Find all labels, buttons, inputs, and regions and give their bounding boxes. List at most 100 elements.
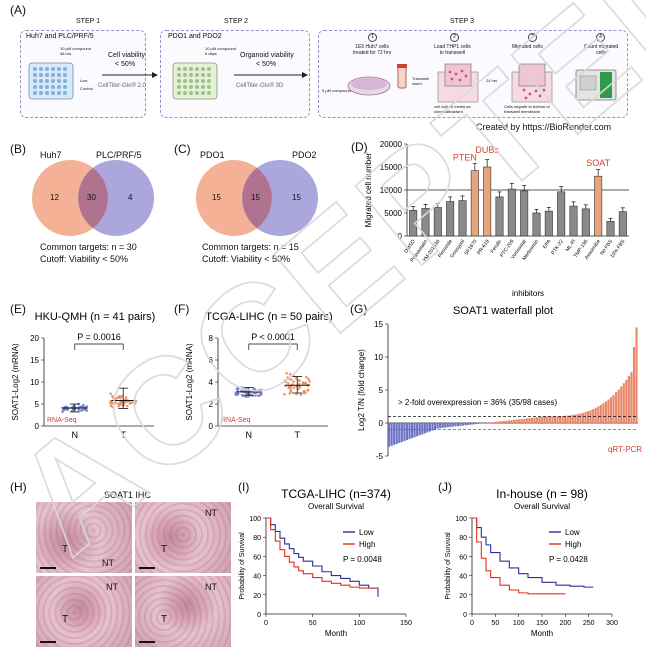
waterfall-bar [525,418,528,423]
data-point [285,371,288,375]
waterfall-bar [472,423,475,425]
data-point [109,392,113,395]
legend-label-low: Low [565,528,580,537]
waterfall-bar [459,423,462,426]
ihc-normal-label: NT [102,558,114,568]
step1-well-plate-icon [28,62,74,100]
x-category-label: N [72,430,79,440]
waterfall-bar [518,419,521,423]
biorender-credit[interactable]: Created by https://BioRender.com [476,122,612,132]
y-tick-label: 20000 [380,140,403,149]
y-tick-label: 15000 [380,163,403,172]
data-point [118,396,122,400]
waterfall-bar [502,420,505,423]
bar [606,220,615,237]
x-axis-label: Month [531,629,553,638]
venn-b-note1: Common targets: n = 30 [40,242,137,252]
y-tick-label: 40 [253,574,261,581]
venn-b-right-only: 4 [128,193,133,202]
chart-title: HKU-QMH (n = 41 pairs) [35,311,156,323]
x-category-label: T [120,430,126,440]
waterfall-bar [497,421,500,423]
migrated-well-icon [511,63,553,103]
waterfall-bar [541,416,544,423]
p-value: P = 0.0428 [549,555,588,564]
transwell-icon [437,63,479,103]
bar-annotation: SOAT [586,158,610,168]
waterfall-bar [446,423,449,428]
step1-title: STEP 1 [76,18,100,25]
waterfall-bar [617,389,620,423]
y-tick-label: 0 [209,422,214,431]
y-tick-label: 100 [455,516,467,523]
data-point [66,408,69,412]
venn-b-note2: Cutoff: Viability < 50% [40,254,128,264]
data-point [297,387,300,391]
data-point [64,405,68,408]
chart-e-hku-scatter: HKU-QMH (n = 41 pairs) 0 5 10 15 20 SOAT1-Log2… [11,311,156,440]
waterfall-bar [535,417,539,423]
y-axis-label: SOAT1-Log2 (mRNA) [11,343,20,421]
waterfall-bar [609,397,613,423]
ihc-scale-bar [139,567,155,569]
y-tick-label: 0 [35,422,40,431]
step1-arrow-icon [102,72,158,78]
step1-arrow-title: Cell viability [108,52,145,59]
step3-s2-media: cell culture media as chemoattractant [434,104,471,114]
data-point [287,385,291,389]
step3-s1-text: 1E5 Huh7 cells treated for 72 hrs [353,44,392,56]
data-point [292,380,295,383]
step1-legend-control: Control [80,86,93,91]
x-tick-label: 0 [264,620,268,627]
ihc-tumor-label: T [62,544,69,555]
data-point [237,386,240,390]
chart-subtitle: Overall Survival [514,502,570,511]
x-axis-label: Month [325,629,347,638]
step3-s3-note: Cells migrate to bottom of transwell mem… [504,104,550,114]
data-point [289,387,292,391]
waterfall-bar [400,423,403,442]
step1-legend-low: Low [80,78,88,83]
waterfall-bar [520,418,523,423]
data-point [112,396,115,400]
bar [581,208,590,237]
step3-s4-text: Count migrated cells [584,44,619,56]
data-point [306,388,310,392]
x-tick-label: 50 [491,620,499,627]
panel-g-label: (G) [350,302,368,316]
cell-counter-icon [575,69,617,101]
waterfall-bar [597,406,600,423]
y-tick-label: 15 [30,356,39,365]
data-point [299,393,303,397]
waterfall-bar [393,423,396,445]
waterfall-bar [479,423,482,424]
venn-c-set-right: PDO2 [292,150,317,160]
data-point [82,403,85,407]
ihc-tissue-texture [135,502,231,573]
data-point [304,391,307,395]
x-tick-label: 0 [470,620,474,627]
panel-d: (D) 0 5000 10000 15000 20000 Migrated cell nu… [345,138,645,298]
data-point [254,394,257,397]
y-tick-label: 5000 [384,209,402,218]
data-point [117,404,120,408]
significance-bracket [248,343,298,350]
waterfall-bar [398,423,401,443]
venn-c [196,160,318,236]
y-axis-label: Log2 T/N (fold change) [357,349,366,431]
y-axis-label: SOAT1-Log2 (mRNA) [185,343,194,421]
waterfall-bar [586,411,590,423]
data-point [304,381,308,385]
y-tick-label: 0 [379,419,384,428]
data-point [132,400,135,403]
waterfall-bar [390,423,393,446]
step2-arrow-title: Organoid viability [240,52,294,59]
petri-dish-icon [347,76,391,96]
data-point [301,382,305,385]
waterfall-bar [551,416,554,423]
x-tick-label: 250 [583,620,595,627]
tube-icon [397,64,407,89]
step1-assay: CellTiter-Glo® 2.0 [98,83,146,89]
step3-s2-insert: Transwell insert [412,76,429,86]
y-tick-label: 6 [209,356,214,365]
